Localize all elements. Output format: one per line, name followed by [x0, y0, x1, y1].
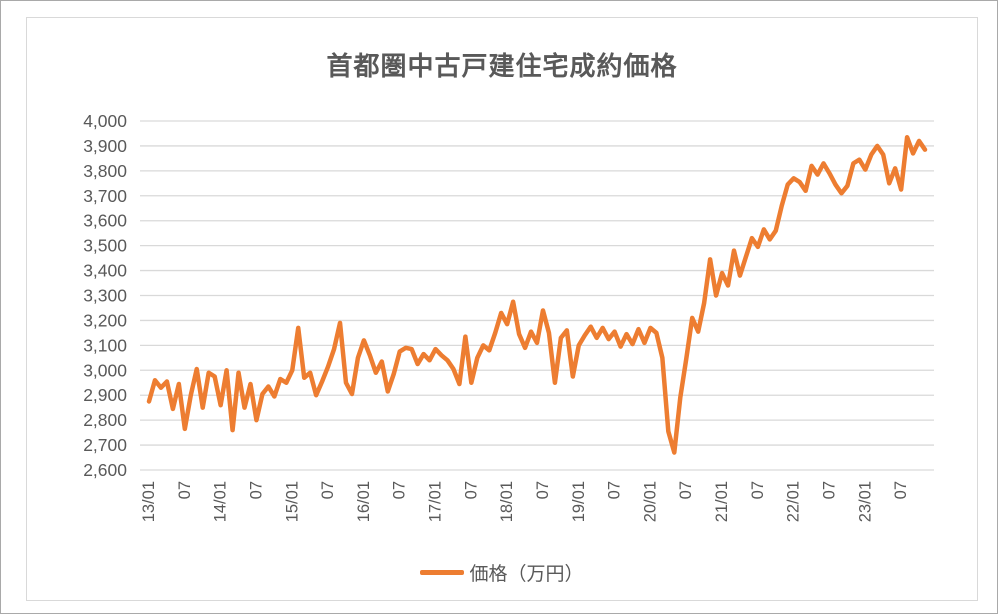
x-axis-label: 19/01 [570, 481, 588, 522]
x-axis-label: 07 [606, 481, 624, 499]
x-axis-label: 07 [677, 481, 695, 499]
y-axis-label: 2,700 [83, 435, 127, 455]
x-axis-label: 21/01 [713, 481, 731, 522]
x-axis-label: 22/01 [785, 481, 803, 522]
y-axis-label: 3,400 [83, 261, 127, 281]
plot-area: 2,600 2,700 2,800 2,900 3,000 3,100 3,200 3,300… [83, 111, 934, 522]
x-axis-label: 07 [319, 481, 337, 499]
x-axis-label: 07 [462, 481, 480, 499]
y-axis-label: 4,000 [83, 111, 127, 131]
x-axis-label: 23/01 [856, 481, 874, 522]
y-axis-label: 3,900 [83, 136, 127, 156]
y-axis-label: 3,000 [83, 360, 127, 380]
legend-label: 価格（万円） [469, 564, 584, 585]
x-axis-label: 17/01 [427, 481, 445, 522]
x-axis-label: 18/01 [498, 481, 516, 522]
y-axis-label: 3,800 [83, 161, 127, 181]
x-axis-label: 07 [534, 481, 552, 499]
chart-frame: 首都圏中古戸建住宅成約価格 2,600 2,700 2,800 2,900 3,000 3… [26, 17, 978, 601]
x-axis-label: 14/01 [212, 481, 230, 522]
y-axis-label: 3,600 [83, 211, 127, 231]
y-axis-label: 3,100 [83, 335, 127, 355]
chart-title: 首都圏中古戸建住宅成約価格 [326, 51, 678, 81]
x-axis-label: 07 [391, 481, 409, 499]
x-axis-label: 07 [892, 481, 910, 499]
x-axis-label: 15/01 [283, 481, 301, 522]
x-axis-label: 20/01 [641, 481, 659, 522]
x-axis-label: 07 [176, 481, 194, 499]
price-line-series [146, 134, 928, 455]
x-axis-label: 13/01 [140, 481, 158, 522]
y-axis-label: 3,300 [83, 286, 127, 306]
y-axis-label: 2,800 [83, 410, 127, 430]
y-axis-label: 3,200 [83, 310, 127, 330]
y-axis-label: 3,500 [83, 236, 127, 256]
x-axis-label: 07 [749, 481, 767, 499]
x-axis-label: 07 [820, 481, 838, 499]
legend-line-swatch [420, 570, 465, 575]
y-axis-label: 2,600 [83, 460, 127, 480]
y-axis-label: 3,700 [83, 186, 127, 206]
legend: 価格（万円） [27, 559, 977, 586]
y-axis-label: 2,900 [83, 385, 127, 405]
x-axis-label: 16/01 [355, 481, 373, 522]
x-axis-label: 07 [247, 481, 265, 499]
